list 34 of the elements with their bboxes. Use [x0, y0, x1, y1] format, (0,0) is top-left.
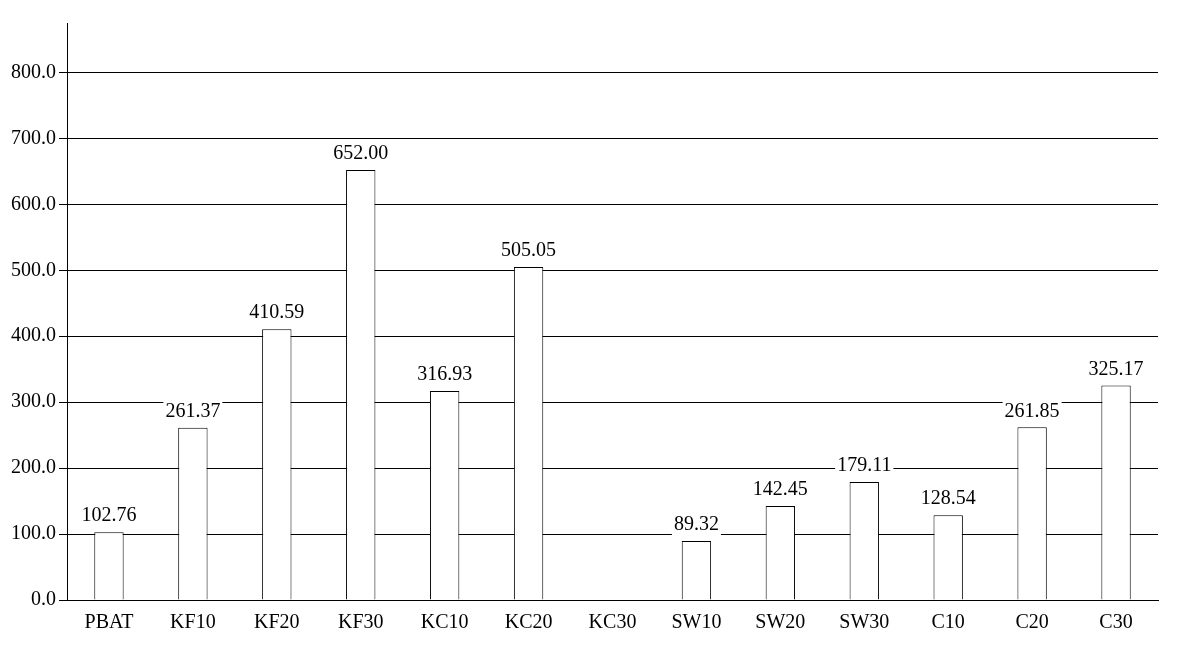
x-tick-label: KC10: [420, 610, 469, 633]
data-label: 102.76: [81, 503, 137, 526]
data-label: 261.37: [165, 398, 221, 421]
x-tick-label: SW30: [839, 610, 890, 633]
x-tick-label: KF10: [170, 610, 216, 633]
x-tick-label: SW20: [755, 610, 806, 633]
data-label: 410.59: [249, 300, 305, 323]
data-label: 128.54: [920, 486, 976, 509]
x-tick-label: C30: [1099, 610, 1133, 633]
x-tick-label: KC20: [504, 610, 553, 633]
x-tick-label: KF30: [337, 610, 384, 633]
y-tick-label: 200.0: [11, 455, 56, 478]
data-label: 652.00: [333, 141, 389, 164]
y-tick-label: 700.0: [11, 125, 56, 148]
y-tick-label: 800.0: [11, 59, 56, 82]
x-tick-label: C10: [931, 610, 965, 633]
y-tick-label: 400.0: [11, 323, 56, 346]
y-tick-label: 0.0: [31, 587, 56, 610]
data-label: 316.93: [417, 362, 473, 385]
data-label: 261.85: [1004, 398, 1060, 421]
x-tick-label: SW10: [671, 610, 722, 633]
x-tick-label: C20: [1015, 610, 1049, 633]
y-tick-label: 100.0: [11, 521, 56, 544]
x-tick-label: KC30: [588, 610, 637, 633]
data-label: 325.17: [1088, 356, 1144, 379]
y-tick-label: 500.0: [11, 257, 56, 280]
x-tick-label: KF20: [254, 610, 300, 633]
data-label: 142.45: [752, 477, 808, 500]
y-tick-label: 600.0: [11, 191, 56, 214]
data-label: 89.32: [673, 512, 719, 535]
data-label: 505.05: [501, 238, 557, 261]
y-tick-label: 300.0: [11, 389, 56, 412]
data-label: 179.11: [837, 453, 892, 476]
x-tick-label: PBAT: [84, 610, 134, 633]
